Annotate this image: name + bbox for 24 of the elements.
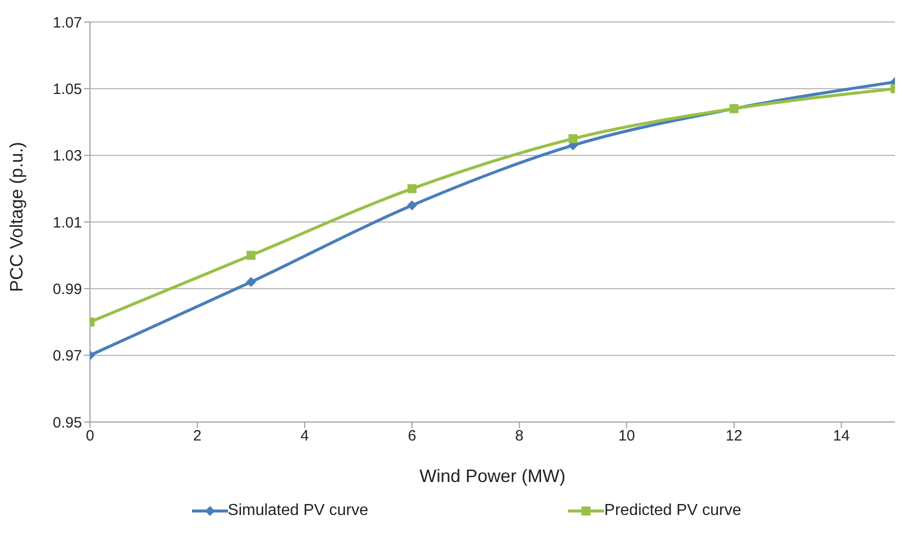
y-tick-label: 0.99 bbox=[52, 280, 82, 298]
point bbox=[246, 277, 256, 287]
y-tick-label: 0.97 bbox=[52, 348, 82, 365]
x-tick-label: 14 bbox=[832, 428, 850, 445]
legend-label: Simulated PV curve bbox=[228, 502, 368, 520]
y-tick-label: 1.05 bbox=[52, 80, 82, 98]
y-tick-label: 0.95 bbox=[52, 414, 82, 432]
point bbox=[246, 250, 256, 260]
x-tick-label: 4 bbox=[300, 428, 309, 445]
point bbox=[408, 184, 416, 194]
point bbox=[407, 200, 417, 210]
x-tick-label: 0 bbox=[86, 428, 94, 445]
x-tick-label: 12 bbox=[726, 428, 742, 445]
x-tick-label: 10 bbox=[618, 428, 636, 445]
legend-label: Predicted PV curve bbox=[604, 502, 742, 520]
y-tick-label: 1.07 bbox=[52, 14, 82, 32]
x-tick-label: 6 bbox=[408, 428, 416, 445]
y-axis-title: PCC Voltage (p.u.) bbox=[6, 142, 26, 292]
y-tick-label: 1.01 bbox=[52, 214, 82, 232]
x-axis-title: Wind Power (MW) bbox=[419, 466, 566, 486]
x-tick-label: 8 bbox=[515, 428, 524, 445]
point bbox=[568, 134, 578, 144]
y-tick-label: 1.03 bbox=[52, 148, 82, 165]
x-tick-label: 2 bbox=[193, 428, 202, 445]
